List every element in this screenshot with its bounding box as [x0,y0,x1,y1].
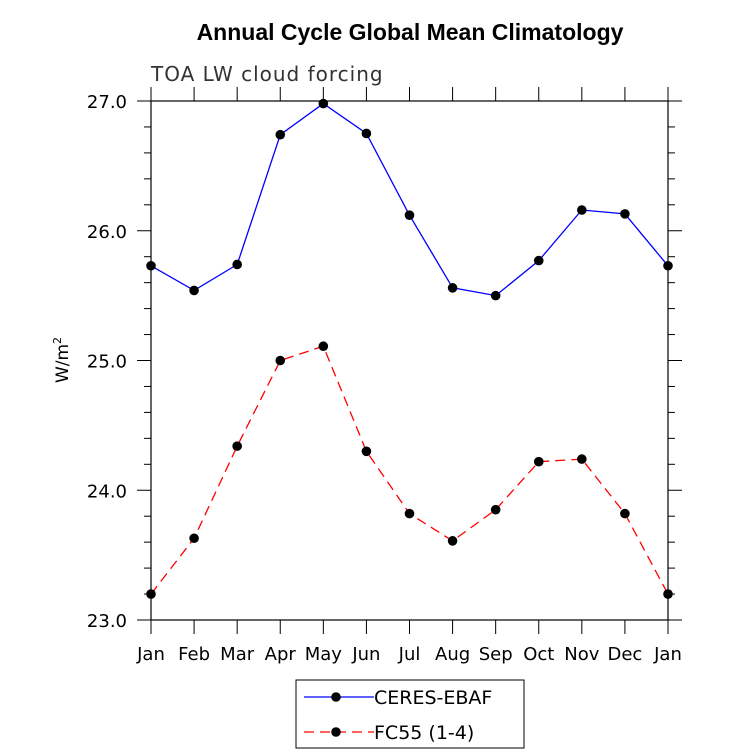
y-tick-label: 27.0 [87,92,127,113]
x-tick-label: Jan [653,644,682,665]
x-tick-label: Mar [220,644,255,665]
data-point-0-2 [232,259,242,270]
data-point-0-3 [275,129,286,140]
data-point-1-3 [275,355,286,366]
chart-title: Annual Cycle Global Mean Climatology [197,19,624,45]
data-point-0-10 [577,205,587,215]
series-line-0 [150,102,669,297]
x-tick-label: Nov [564,644,599,665]
legend-box [295,679,525,749]
data-point-0-6 [404,210,415,220]
legend-label-fc55: FC55 (1-4) [374,722,474,744]
x-tick-label: Oct [523,644,554,665]
data-point-1-8 [490,504,501,515]
y-axis-label-base: W/m [53,344,73,383]
plot-frame [150,100,669,621]
x-tick-label: Apr [265,644,297,665]
data-point-1-6 [404,508,415,519]
y-tick-label: 24.0 [87,481,127,502]
y-tick-label: 23.0 [87,611,127,632]
data-point-0-0 [146,260,156,271]
y-axis-label: W/m2 [51,337,73,383]
data-point-1-4 [318,341,329,352]
x-tick-label: Jan [136,644,165,665]
data-point-1-2 [232,441,242,451]
x-tick-label: Aug [435,644,470,665]
x-axis-ticks: Jan Feb Mar Apr May Jun Jul Aug Sep Oct Nov Dec Jan [136,87,682,665]
data-point-1-7 [447,536,458,546]
data-point-0-9 [533,255,544,266]
x-tick-label: Feb [178,644,210,665]
x-tick-label: Dec [607,644,642,665]
series-group [146,98,673,599]
data-point-1-12 [663,589,673,599]
data-point-1-5 [361,446,372,457]
data-point-1-1 [189,533,199,544]
y-axis-ticks: 23.0 24.0 25.0 26.0 27.0 [87,92,682,632]
data-point-1-10 [577,454,587,464]
data-point-0-12 [663,260,673,271]
data-point-0-4 [318,98,329,109]
legend-marker-ceres [331,692,341,702]
data-point-0-8 [490,290,501,301]
series-line-1 [150,345,669,595]
data-point-1-0 [146,589,156,599]
x-tick-label: May [305,644,343,665]
data-point-0-1 [189,285,199,296]
x-tick-label: Sep [479,644,513,665]
x-tick-label: Jul [398,644,421,665]
x-tick-label: Jun [351,644,380,665]
y-axis-label-superscript: 2 [51,337,64,344]
legend-label-ceres: CERES-EBAF [374,687,492,709]
chart-subtitle: TOA LW cloud forcing [150,62,384,86]
data-point-0-5 [361,128,372,139]
data-point-0-7 [447,283,458,293]
data-point-1-11 [620,508,630,519]
data-point-1-9 [533,456,544,467]
y-tick-label: 26.0 [87,222,127,243]
legend-marker-fc55 [331,727,341,737]
y-tick-label: 25.0 [87,352,127,373]
legend: CERES-EBAF FC55 (1-4) [295,679,525,749]
data-point-0-11 [620,209,630,219]
